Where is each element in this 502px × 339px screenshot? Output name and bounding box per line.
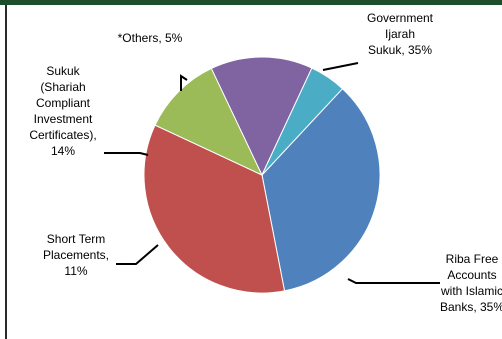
leader-line-others-5 bbox=[180, 74, 188, 91]
pie-slice-others-5 bbox=[261, 67, 344, 176]
data-label-short-term: Short Term Placements, 11% bbox=[43, 232, 109, 278]
data-label-government: Government Ijarah Sukuk, 35% bbox=[367, 11, 434, 57]
data-label-sukuk: Sukuk (Shariah Compliant Investment Certific… bbox=[29, 64, 96, 158]
data-label-riba-free: Riba Free Accounts with Islamic Banks, 35% bbox=[440, 252, 502, 314]
top-border-rule bbox=[0, 0, 502, 5]
leader-line-short-term bbox=[116, 244, 159, 265]
pie-slice-sukuk bbox=[210, 56, 313, 177]
leader-line-riba-free bbox=[347, 278, 440, 284]
data-label-others-5: *Others, 5% bbox=[118, 31, 183, 45]
leader-line-government bbox=[322, 62, 359, 71]
leader-line-sukuk bbox=[104, 152, 149, 156]
pie-slice-government bbox=[261, 87, 381, 292]
left-border-rule bbox=[5, 5, 7, 339]
pie-slice-short-term bbox=[154, 67, 264, 177]
